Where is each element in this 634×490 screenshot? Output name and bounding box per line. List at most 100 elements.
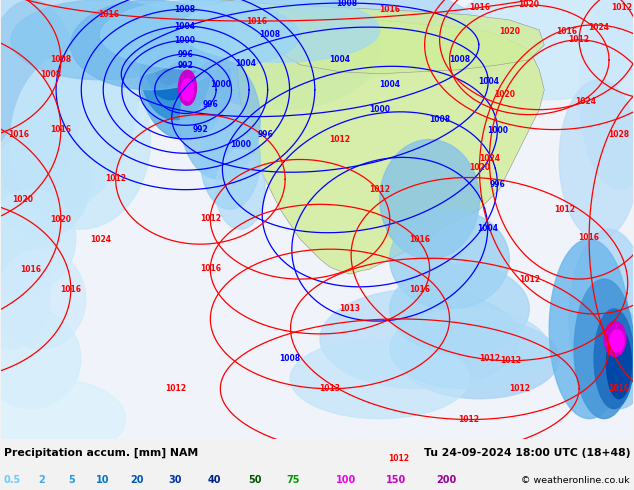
Text: 1012: 1012	[479, 354, 500, 363]
Polygon shape	[230, 0, 544, 274]
Ellipse shape	[0, 309, 81, 409]
Text: 1016: 1016	[555, 27, 577, 36]
Ellipse shape	[604, 321, 626, 356]
Text: 1008: 1008	[449, 55, 470, 64]
Ellipse shape	[181, 0, 380, 62]
Text: 10: 10	[96, 475, 110, 485]
Text: 2: 2	[38, 475, 45, 485]
Ellipse shape	[610, 330, 624, 352]
Ellipse shape	[0, 379, 126, 459]
Text: 20: 20	[130, 475, 143, 485]
Ellipse shape	[569, 229, 634, 409]
Text: 1020: 1020	[13, 195, 34, 204]
Ellipse shape	[0, 120, 91, 239]
Ellipse shape	[450, 0, 634, 99]
Text: 0.5: 0.5	[4, 475, 22, 485]
Text: 1016: 1016	[20, 265, 41, 273]
Ellipse shape	[101, 0, 300, 70]
Text: 150: 150	[386, 475, 406, 485]
Ellipse shape	[380, 140, 479, 259]
Text: 1013: 1013	[339, 304, 360, 314]
Ellipse shape	[549, 239, 629, 418]
Text: 992: 992	[178, 61, 193, 71]
Text: 5: 5	[68, 475, 75, 485]
Text: 1020: 1020	[499, 27, 520, 36]
Text: 40: 40	[208, 475, 221, 485]
Ellipse shape	[574, 279, 634, 418]
Text: 1008: 1008	[280, 354, 301, 363]
Ellipse shape	[589, 309, 634, 409]
Text: 1016: 1016	[60, 285, 81, 294]
Text: 1012: 1012	[105, 174, 126, 183]
Ellipse shape	[399, 319, 559, 399]
Text: 1012: 1012	[369, 185, 391, 194]
Ellipse shape	[141, 20, 230, 140]
Text: Tu 24-09-2024 18:00 UTC (18+48): Tu 24-09-2024 18:00 UTC (18+48)	[424, 448, 630, 458]
Ellipse shape	[594, 309, 634, 409]
Text: 1012: 1012	[500, 356, 521, 365]
Text: 1016: 1016	[409, 285, 430, 294]
Ellipse shape	[320, 289, 519, 389]
Text: 1020: 1020	[519, 0, 540, 9]
Text: 100: 100	[336, 475, 356, 485]
Ellipse shape	[290, 339, 470, 418]
Ellipse shape	[181, 0, 380, 110]
Text: 1012: 1012	[330, 135, 351, 144]
Text: 1008: 1008	[50, 55, 72, 64]
Text: 50: 50	[248, 475, 261, 485]
Text: 30: 30	[168, 475, 181, 485]
Ellipse shape	[579, 0, 634, 189]
Text: 1004: 1004	[477, 224, 498, 233]
Ellipse shape	[153, 39, 183, 84]
Text: 1028: 1028	[609, 130, 630, 139]
Text: 1016: 1016	[579, 233, 600, 242]
Text: 200: 200	[436, 475, 456, 485]
Polygon shape	[221, 0, 544, 74]
Text: 1012: 1012	[165, 384, 186, 393]
Text: 1008: 1008	[174, 5, 195, 14]
Ellipse shape	[181, 60, 260, 179]
Text: 1012: 1012	[509, 384, 530, 393]
Ellipse shape	[0, 0, 141, 209]
Text: 1012: 1012	[519, 274, 540, 284]
Text: 1016: 1016	[609, 384, 630, 393]
Ellipse shape	[0, 140, 61, 299]
Text: 1016: 1016	[469, 3, 490, 12]
Text: 1000: 1000	[174, 36, 196, 45]
Text: 1004: 1004	[174, 22, 195, 31]
Ellipse shape	[11, 0, 190, 80]
Text: 1016: 1016	[200, 264, 221, 273]
Text: 1020: 1020	[50, 215, 72, 224]
Ellipse shape	[181, 79, 193, 100]
Ellipse shape	[607, 329, 631, 399]
Text: 1012: 1012	[611, 3, 633, 12]
Ellipse shape	[390, 264, 529, 354]
Text: 1020: 1020	[494, 90, 515, 99]
Ellipse shape	[200, 110, 260, 209]
Text: 1012: 1012	[553, 205, 574, 214]
Text: 1024: 1024	[479, 154, 500, 163]
Text: 1024: 1024	[576, 97, 597, 106]
Text: 1000: 1000	[230, 140, 251, 149]
Ellipse shape	[0, 189, 76, 289]
Text: 1012: 1012	[569, 35, 590, 44]
Text: 1012: 1012	[458, 415, 479, 424]
Ellipse shape	[559, 80, 634, 239]
Ellipse shape	[160, 0, 479, 80]
Ellipse shape	[390, 209, 509, 309]
Ellipse shape	[0, 229, 51, 349]
Ellipse shape	[0, 249, 86, 349]
Text: 996: 996	[257, 130, 273, 139]
Text: 1008: 1008	[41, 70, 61, 79]
Text: 996: 996	[202, 100, 218, 109]
Text: 1000: 1000	[369, 105, 391, 114]
Text: © weatheronline.co.uk: © weatheronline.co.uk	[521, 476, 630, 485]
Text: 1004: 1004	[235, 59, 256, 68]
Text: 1020: 1020	[469, 164, 490, 172]
Ellipse shape	[178, 70, 197, 105]
Ellipse shape	[158, 44, 176, 72]
Text: 1008: 1008	[429, 115, 450, 124]
Text: 1012: 1012	[200, 214, 221, 223]
Text: 1008: 1008	[259, 30, 281, 39]
Text: 1016: 1016	[98, 10, 119, 20]
